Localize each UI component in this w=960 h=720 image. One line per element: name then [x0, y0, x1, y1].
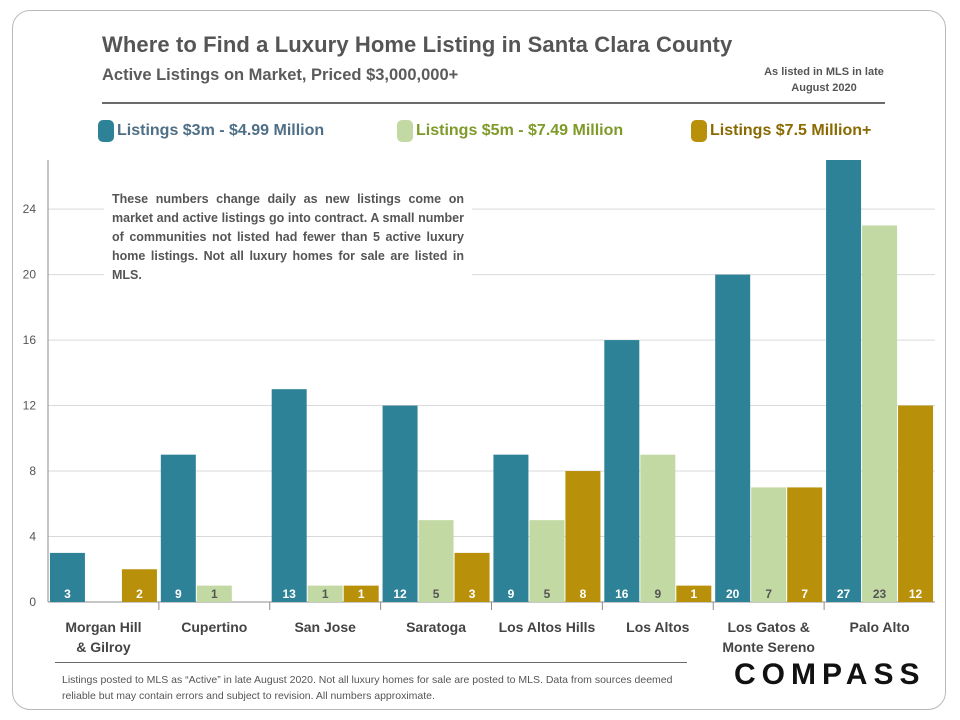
bar-value-label: 5: [433, 587, 440, 601]
legend-item-series3: Listings $7.5 Million+: [691, 120, 871, 142]
x-category-label: Los Altos Hills: [499, 619, 596, 635]
bar-value-label: 16: [615, 587, 629, 601]
bar-value-label: 2: [136, 587, 143, 601]
legend: Listings $3m - $4.99 Million Listings $5…: [0, 120, 960, 144]
bar-2: [307, 585, 343, 602]
bar-value-label: 7: [801, 587, 808, 601]
bar-value-label: 3: [469, 587, 476, 601]
bar-value-label: 12: [909, 587, 923, 601]
bar-1: [604, 340, 640, 602]
legend-swatch-series1: [98, 120, 114, 142]
footer-disclaimer: Listings posted to MLS as “Active” in la…: [62, 674, 673, 702]
compass-logo: COMPASS: [734, 658, 926, 691]
bar-value-label: 20: [726, 587, 740, 601]
y-tick-label: 20: [23, 268, 37, 282]
bar-value-label: 3: [64, 587, 71, 601]
bar-2: [751, 487, 787, 602]
legend-label-series3: Listings $7.5 Million+: [710, 122, 872, 139]
x-category-label: Cupertino: [181, 619, 247, 635]
bar-value-label: 1: [690, 587, 697, 601]
bar-1: [271, 389, 307, 602]
bar-value-label: 5: [544, 587, 551, 601]
bar-3: [898, 405, 934, 602]
x-category-label: San Jose: [294, 619, 356, 635]
bar-2: [196, 585, 232, 602]
x-category-label: Los Gatos & Monte Sereno: [722, 619, 815, 655]
legend-swatch-series3: [691, 120, 707, 142]
bar-1: [382, 405, 418, 602]
bar-value-label: 9: [654, 587, 661, 601]
bar-value-label: 8: [580, 587, 587, 601]
bar-2: [529, 520, 565, 602]
bar-value-label: 27: [837, 587, 851, 601]
chart-title: Where to Find a Luxury Home Listing in S…: [102, 32, 733, 57]
x-category-label: Los Altos: [626, 619, 689, 635]
x-category-label: Morgan Hill & Gilroy: [65, 619, 141, 655]
bar-3: [454, 552, 490, 602]
bar-3: [565, 471, 601, 602]
bar-2: [862, 225, 898, 602]
y-tick-label: 4: [29, 530, 36, 544]
y-tick-label: 24: [23, 202, 37, 216]
bar-3: [121, 569, 157, 602]
footer-divider: [55, 662, 687, 663]
bar-value-label: 1: [358, 587, 365, 601]
y-tick-label: 12: [23, 399, 37, 413]
bar-value-label: 9: [175, 587, 182, 601]
bar-2: [640, 454, 676, 602]
bar-1: [826, 160, 862, 602]
bar-1: [715, 274, 751, 602]
chart-note: These numbers change daily as new listin…: [104, 186, 472, 289]
bar-1: [493, 454, 529, 602]
bar-3: [787, 487, 823, 602]
bar-value-label: 1: [211, 587, 218, 601]
chart-subtitle: Active Listings on Market, Priced $3,000…: [102, 66, 459, 84]
legend-item-series2: Listings $5m - $7.49 Million: [397, 120, 623, 142]
title-divider: [102, 102, 885, 104]
bar-1: [160, 454, 196, 602]
legend-swatch-series2: [397, 120, 413, 142]
bar-value-label: 23: [873, 587, 887, 601]
as-of-note: As listed in MLS in late August 2020: [764, 66, 884, 94]
y-tick-label: 8: [29, 464, 36, 478]
y-tick-label: 16: [23, 333, 37, 347]
bar-value-label: 1: [322, 587, 329, 601]
bar-value-label: 13: [283, 587, 297, 601]
x-category-label: Palo Alto: [849, 619, 909, 635]
y-tick-label: 0: [29, 595, 36, 609]
bar-3: [676, 585, 712, 602]
bar-value-label: 12: [393, 587, 407, 601]
bar-value-label: 9: [508, 587, 515, 601]
bar-3: [343, 585, 379, 602]
legend-item-series1: Listings $3m - $4.99 Million: [98, 120, 324, 142]
legend-label-series1: Listings $3m - $4.99 Million: [117, 122, 325, 139]
bar-2: [418, 520, 454, 602]
bar-value-label: 7: [765, 587, 772, 601]
bar-1: [49, 552, 85, 602]
x-category-label: Saratoga: [406, 619, 466, 635]
legend-label-series2: Listings $5m - $7.49 Million: [416, 122, 624, 139]
